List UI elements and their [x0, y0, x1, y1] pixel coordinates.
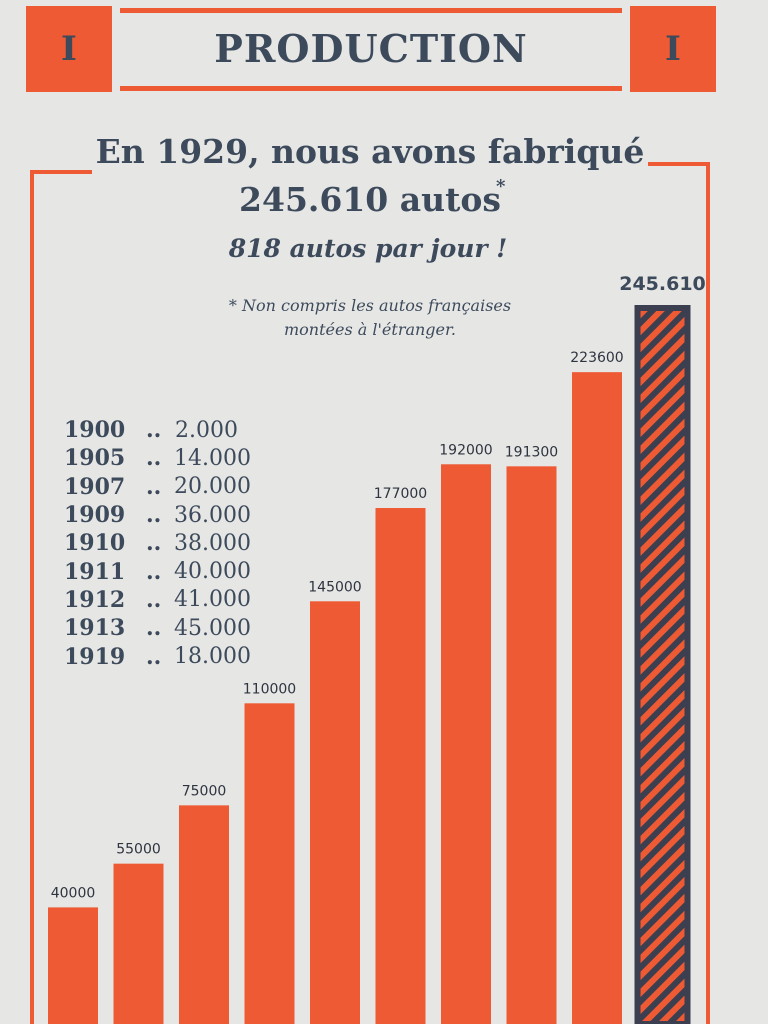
early-dots: .. [146, 502, 162, 529]
early-year-row: 1900.. 2.000 [64, 416, 238, 444]
bar [244, 703, 295, 1024]
roman-numeral-left: I [26, 6, 112, 92]
headline-asterisk: * [496, 176, 506, 197]
bar-value-label: 55000 [116, 842, 161, 858]
roman-numeral-right: I [630, 6, 716, 92]
bar-value-label: 40000 [51, 885, 96, 901]
banner-bottom-rule [120, 86, 622, 91]
bar [310, 601, 360, 1024]
frame-left [30, 170, 34, 1024]
bar [179, 805, 229, 1024]
bar [375, 508, 426, 1024]
bar-value-label: 177000 [374, 486, 427, 502]
frame-top-left [30, 170, 92, 174]
page-title: PRODUCTION [214, 26, 528, 71]
bar [48, 907, 98, 1024]
frame-right [706, 162, 710, 1024]
early-dots: .. [146, 473, 162, 500]
headline-line2: 245.610 autos [239, 180, 501, 219]
bar-value-label: 145000 [308, 579, 361, 595]
early-dots: .. [146, 558, 162, 585]
early-year: 1905 [64, 445, 126, 472]
headline-line1: En 1929, nous avons fabriqué [95, 132, 645, 171]
early-dots: .. [146, 643, 162, 670]
footnote-line2: montées à l'étranger. [284, 320, 456, 339]
early-dots: .. [146, 417, 162, 444]
bar-value-label: 192000 [439, 442, 492, 458]
subheadline: 818 autos par jour ! [228, 234, 508, 263]
bar [113, 863, 164, 1024]
early-dots: .. [146, 530, 162, 557]
bar-value-label: 245.610 [619, 273, 706, 295]
early-year: 1912 [64, 586, 126, 613]
early-year: 1913 [64, 615, 126, 642]
bar-value-label: 191300 [505, 444, 558, 460]
bar [441, 464, 491, 1024]
bar-value-label: 75000 [182, 783, 227, 799]
early-year: 1911 [64, 558, 126, 585]
bar [506, 466, 557, 1024]
early-dots: .. [146, 445, 162, 472]
early-dots: .. [146, 615, 162, 642]
bar [572, 372, 622, 1024]
early-year: 1910 [64, 530, 126, 557]
early-year: 1907 [64, 473, 126, 500]
frame-top-right [648, 162, 710, 166]
early-year: 1909 [64, 502, 126, 529]
bar [634, 305, 691, 1024]
banner-top-rule [120, 8, 622, 13]
early-year: 1919 [64, 643, 126, 670]
bar-value-label: 110000 [243, 681, 296, 697]
early-value: 2.000 [175, 417, 238, 443]
footnote-line1: * Non compris les autos françaises [228, 296, 512, 315]
bar-value-label: 223600 [570, 350, 623, 366]
early-dots: .. [146, 586, 162, 613]
early-year: 1900 [64, 417, 126, 444]
